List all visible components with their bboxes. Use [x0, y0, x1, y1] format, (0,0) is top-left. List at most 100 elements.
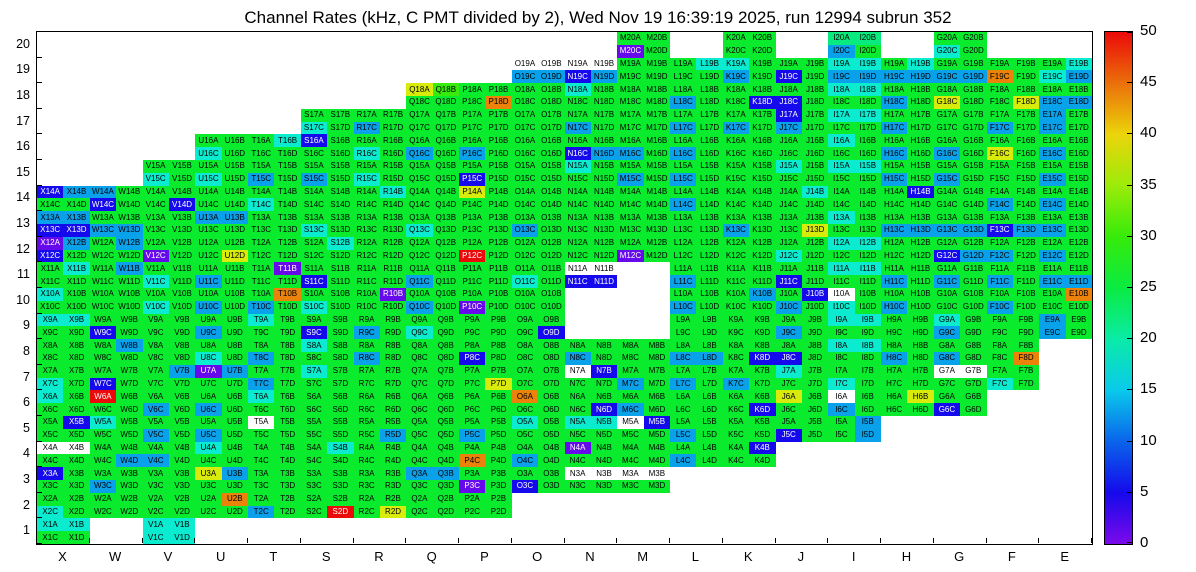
channel-cell: E10C — [1039, 300, 1066, 314]
channel-cell: S13C — [300, 224, 328, 237]
channel-cell: H8C — [881, 352, 908, 365]
channel-cell: J18D — [801, 96, 829, 109]
channel-cell: G13B — [960, 211, 987, 224]
colorbar-tick — [1127, 389, 1132, 391]
channel-cell: N5B — [590, 416, 618, 429]
channel-cell: F13B — [1012, 211, 1040, 224]
channel-cell: U12B — [221, 236, 248, 250]
channel-cell: K4D — [749, 454, 776, 468]
channel-cell: K8C — [722, 352, 750, 365]
channel-cell: L5B — [696, 416, 723, 429]
channel-cell: I12A — [828, 236, 855, 250]
channel-cell: L17A — [670, 108, 697, 122]
y-axis-label: 14 — [16, 190, 30, 205]
channel-cell: P15A — [459, 160, 486, 173]
channel-cell: I18B — [854, 83, 881, 96]
channel-cell: N4C — [564, 454, 591, 468]
channel-cell: N6C — [564, 403, 591, 416]
channel-cell: S12C — [300, 249, 328, 263]
channel-cell: M14A — [617, 185, 644, 199]
channel-cell: H14B — [907, 185, 934, 199]
channel-cell: V12C — [142, 249, 169, 263]
channel-cell: T2D — [274, 505, 301, 519]
channel-cell: P14D — [485, 198, 512, 212]
channel-cell: Q12B — [432, 236, 459, 250]
channel-cell: Q15A — [406, 160, 433, 173]
channel-cell: J18A — [775, 83, 802, 96]
channel-cell: L12A — [670, 236, 697, 250]
channel-cell: K20D — [749, 44, 776, 58]
channel-cell: O13A — [511, 211, 539, 224]
channel-cell: L6A — [670, 390, 697, 404]
channel-cell: J19C — [775, 70, 802, 84]
channel-cell: T11C — [248, 275, 275, 288]
channel-cell: N5C — [564, 428, 591, 442]
channel-cell: X4B — [63, 441, 90, 455]
channel-cell: V3C — [142, 480, 169, 493]
y-axis-tick — [37, 312, 42, 314]
channel-cell: M19C — [617, 70, 644, 84]
channel-cell: G19B — [960, 57, 987, 71]
channel-cell: N8A — [564, 339, 591, 352]
y-axis-label: 12 — [16, 241, 30, 256]
channel-cell: J8C — [775, 352, 802, 365]
channel-cell: E9A — [1039, 313, 1066, 327]
channel-cell: K14B — [749, 185, 776, 199]
channel-cell: W9C — [89, 326, 117, 340]
channel-cell: T3C — [248, 480, 275, 493]
channel-cell: L14A — [670, 185, 697, 199]
channel-cell: N18A — [564, 83, 591, 96]
channel-cell: F16C — [986, 147, 1013, 160]
x-axis-tick — [985, 538, 987, 543]
channel-cell: U11D — [221, 275, 248, 288]
channel-cell: M4A — [617, 441, 644, 455]
channel-cell: I12D — [854, 249, 881, 263]
channel-cell: S15C — [300, 172, 328, 186]
channel-cell: I6A — [828, 390, 855, 404]
channel-cell: R8B — [379, 339, 407, 352]
channel-cell: S10A — [300, 288, 328, 301]
channel-cell: O8B — [538, 339, 565, 352]
channel-cell: Q18B — [432, 83, 459, 96]
channel-cell: N11A — [564, 262, 591, 276]
y-axis-label: 18 — [16, 88, 30, 102]
channel-cell: S2C — [300, 505, 328, 519]
channel-cell: F7A — [986, 364, 1013, 378]
channel-cell: U8B — [221, 339, 248, 352]
x-axis-tick — [1091, 538, 1092, 543]
channel-cell: R16C — [353, 147, 380, 160]
channel-cell: O11C — [511, 275, 539, 288]
channel-cell: V1A — [142, 518, 169, 532]
y-axis-tick — [37, 491, 42, 493]
channel-cell: Q11B — [432, 262, 459, 276]
colorbar-tick — [1127, 338, 1132, 340]
channel-cell: S11D — [327, 275, 354, 288]
channel-cell: N18C — [564, 96, 591, 109]
channel-cell: G16C — [933, 147, 961, 160]
channel-cell: K13C — [722, 224, 750, 237]
x-axis-label: H — [901, 549, 912, 564]
channel-cell: K8D — [749, 352, 776, 365]
channel-cell: I9A — [828, 313, 855, 327]
channel-cell: X6A — [37, 390, 64, 404]
channel-cell: I7B — [854, 364, 881, 378]
channel-cell: L13B — [696, 211, 723, 224]
channel-cell: R12D — [379, 249, 407, 263]
channel-cell: Q6D — [432, 403, 459, 416]
channel-cell: W14D — [116, 198, 143, 212]
channel-cell: M6A — [617, 390, 644, 404]
channel-cell: X7B — [63, 364, 90, 378]
channel-cell: W3A — [89, 467, 117, 480]
channel-cell: G10C — [933, 300, 961, 314]
channel-cell: G14A — [933, 185, 961, 199]
channel-cell: Q10C — [406, 300, 433, 314]
channel-cell: L19C — [670, 70, 697, 84]
channel-cell: L17D — [696, 121, 723, 135]
channel-cell: R9C — [353, 326, 380, 340]
channel-cell: M14B — [643, 185, 670, 199]
y-axis-tick — [37, 415, 42, 416]
channel-cell: T14A — [248, 185, 275, 199]
channel-cell: G15A — [933, 160, 961, 173]
channel-cell: T13C — [248, 224, 275, 237]
x-axis-tick — [669, 538, 670, 543]
